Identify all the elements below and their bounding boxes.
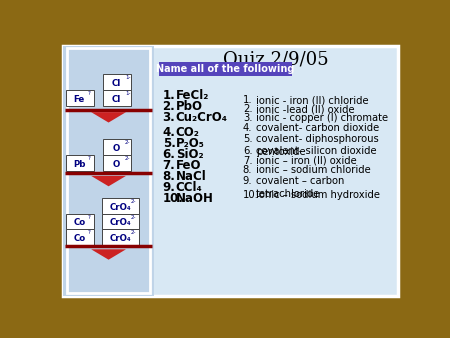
Text: NaCl: NaCl: [176, 170, 207, 183]
Text: ?: ?: [88, 230, 90, 235]
FancyBboxPatch shape: [103, 198, 139, 214]
Text: ionic – iron (II) oxide: ionic – iron (II) oxide: [256, 155, 357, 166]
Text: 4.: 4.: [162, 126, 176, 140]
FancyBboxPatch shape: [66, 90, 94, 105]
Text: O: O: [113, 160, 120, 169]
Text: covalent- carbon dioxide: covalent- carbon dioxide: [256, 123, 379, 132]
Text: CO₂: CO₂: [176, 126, 200, 140]
Text: 10.: 10.: [162, 192, 184, 205]
Text: 7.: 7.: [243, 155, 252, 166]
FancyBboxPatch shape: [63, 46, 398, 296]
Text: 2-: 2-: [131, 199, 136, 204]
Text: ionic - iron (II) chloride: ionic - iron (II) chloride: [256, 95, 369, 105]
FancyBboxPatch shape: [66, 229, 94, 245]
Text: 3.: 3.: [243, 114, 252, 123]
Text: Cl: Cl: [112, 95, 121, 104]
Text: 3.: 3.: [162, 111, 176, 124]
Text: ionic - copper (I) chromate: ionic - copper (I) chromate: [256, 114, 388, 123]
Text: 2.: 2.: [243, 104, 252, 114]
Text: CCl₄: CCl₄: [176, 181, 202, 194]
Text: Cl: Cl: [112, 79, 121, 88]
FancyBboxPatch shape: [104, 74, 131, 90]
FancyBboxPatch shape: [104, 155, 131, 171]
Text: 1-: 1-: [125, 75, 130, 80]
Polygon shape: [91, 249, 126, 260]
Text: CrO₄: CrO₄: [109, 218, 131, 227]
Text: 7.: 7.: [162, 159, 176, 172]
FancyBboxPatch shape: [159, 62, 292, 76]
Text: 5.: 5.: [243, 134, 252, 144]
Text: ?: ?: [88, 156, 90, 161]
Text: ionic -lead (II) oxide: ionic -lead (II) oxide: [256, 104, 355, 114]
Text: Quiz 2/9/05: Quiz 2/9/05: [223, 50, 329, 68]
Text: PbO: PbO: [176, 100, 203, 113]
Text: 10.: 10.: [243, 190, 259, 200]
Text: O: O: [113, 144, 120, 153]
Text: Pb: Pb: [73, 160, 86, 169]
Text: 2-: 2-: [131, 215, 136, 220]
Text: 5.: 5.: [162, 137, 176, 150]
Text: 8.: 8.: [162, 170, 176, 183]
FancyBboxPatch shape: [104, 90, 131, 105]
Text: Name all of the following: Name all of the following: [156, 64, 295, 74]
Text: FeCl₂: FeCl₂: [176, 89, 209, 102]
Text: ?: ?: [88, 215, 90, 220]
Text: 1-: 1-: [125, 91, 130, 96]
FancyBboxPatch shape: [104, 140, 131, 155]
Text: 6.: 6.: [243, 146, 252, 156]
Text: 6.: 6.: [162, 148, 176, 161]
Text: CrO₄: CrO₄: [109, 202, 131, 212]
Text: FeO: FeO: [176, 159, 201, 172]
Text: 1.: 1.: [162, 89, 176, 102]
Text: covalent- silicon dioxide: covalent- silicon dioxide: [256, 146, 377, 156]
Text: 8.: 8.: [243, 165, 252, 175]
Text: ?: ?: [88, 91, 90, 96]
FancyBboxPatch shape: [63, 46, 154, 296]
Text: Co: Co: [73, 234, 86, 243]
Text: SiO₂: SiO₂: [176, 148, 203, 161]
Text: covalent – carbon
tetrachloride: covalent – carbon tetrachloride: [256, 176, 344, 199]
Text: NaOH: NaOH: [176, 192, 214, 205]
Text: ionic – sodium hydroxide: ionic – sodium hydroxide: [256, 190, 380, 200]
Polygon shape: [91, 176, 126, 186]
Text: CrO₄: CrO₄: [109, 234, 131, 243]
Text: Cu₂CrO₄: Cu₂CrO₄: [176, 111, 228, 124]
Text: ionic – sodium chloride: ionic – sodium chloride: [256, 165, 371, 175]
Text: 1.: 1.: [243, 95, 252, 105]
Text: Co: Co: [73, 218, 86, 227]
FancyBboxPatch shape: [66, 214, 94, 229]
FancyBboxPatch shape: [66, 155, 94, 171]
Polygon shape: [91, 112, 126, 123]
Text: 2-: 2-: [131, 230, 136, 235]
Text: 2-: 2-: [125, 140, 130, 145]
Text: 9.: 9.: [162, 181, 176, 194]
Text: covalent- diphosphorous
pentoxide: covalent- diphosphorous pentoxide: [256, 134, 379, 156]
FancyBboxPatch shape: [103, 229, 139, 245]
Text: 4.: 4.: [243, 123, 252, 132]
Text: 2.: 2.: [162, 100, 176, 113]
Text: P₂O₅: P₂O₅: [176, 137, 205, 150]
Text: 2-: 2-: [125, 156, 130, 161]
Text: Fe: Fe: [74, 95, 85, 104]
Text: 9.: 9.: [243, 176, 252, 187]
FancyBboxPatch shape: [103, 214, 139, 229]
